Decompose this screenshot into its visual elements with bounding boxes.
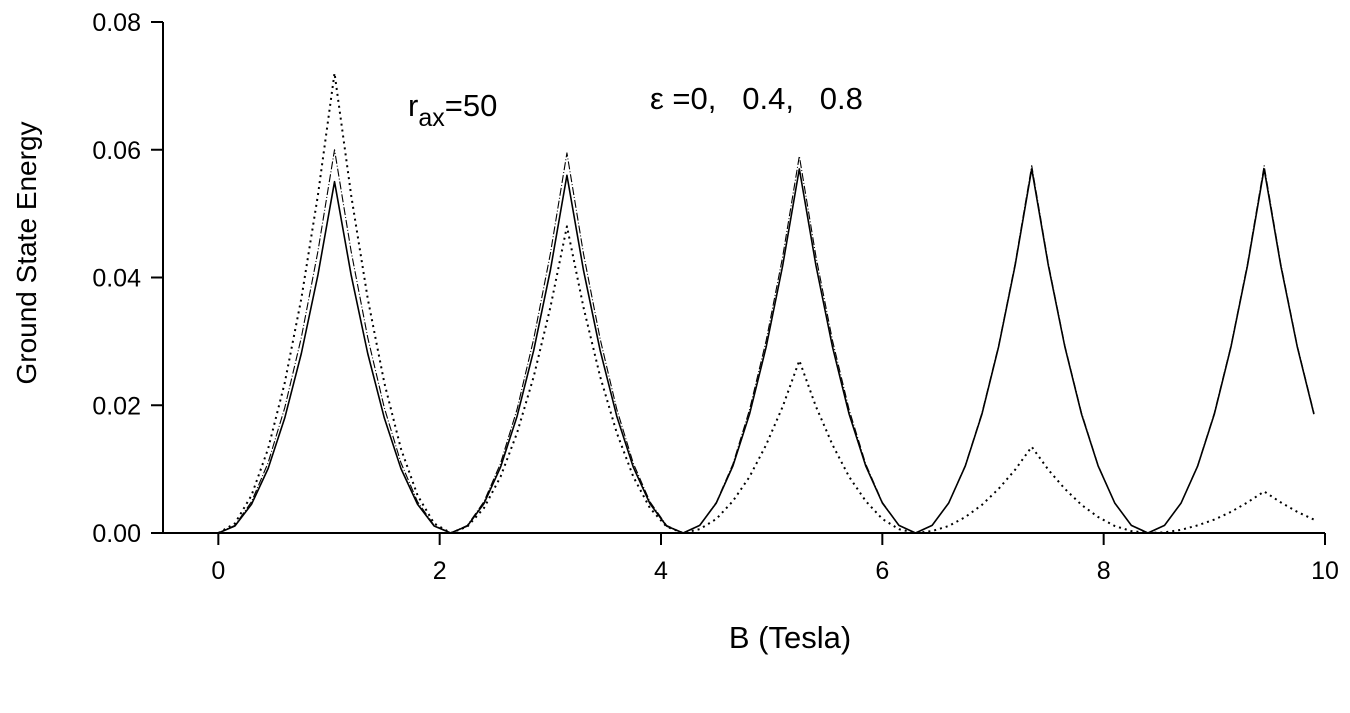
y-tick-label: 0.06 (92, 137, 141, 165)
y-axis-label: Ground State Energy (11, 121, 42, 384)
annotation-subscript: ax (418, 104, 445, 132)
annotation: rax=50 (408, 88, 497, 132)
y-tick-label: 0.00 (92, 520, 141, 548)
annotation: ε =0, 0.4, 0.8 (650, 81, 863, 116)
x-tick-label: 0 (211, 557, 225, 585)
y-tick-label: 0.08 (92, 9, 141, 37)
series-line (218, 149, 1315, 534)
x-tick-label: 6 (875, 557, 889, 585)
series-line (217, 72, 1315, 534)
y-tick-label: 0.02 (92, 392, 141, 420)
series-line (218, 168, 1315, 534)
annotation-text: r (408, 88, 418, 123)
y-tick-label: 0.04 (92, 265, 141, 293)
x-tick-label: 8 (1097, 557, 1111, 585)
x-tick-label: 2 (433, 557, 447, 585)
x-axis-label: B (Tesla) (729, 620, 851, 655)
x-tick-label: 4 (654, 557, 668, 585)
annotation-text: =50 (445, 88, 498, 123)
x-tick-label: 10 (1311, 557, 1339, 585)
